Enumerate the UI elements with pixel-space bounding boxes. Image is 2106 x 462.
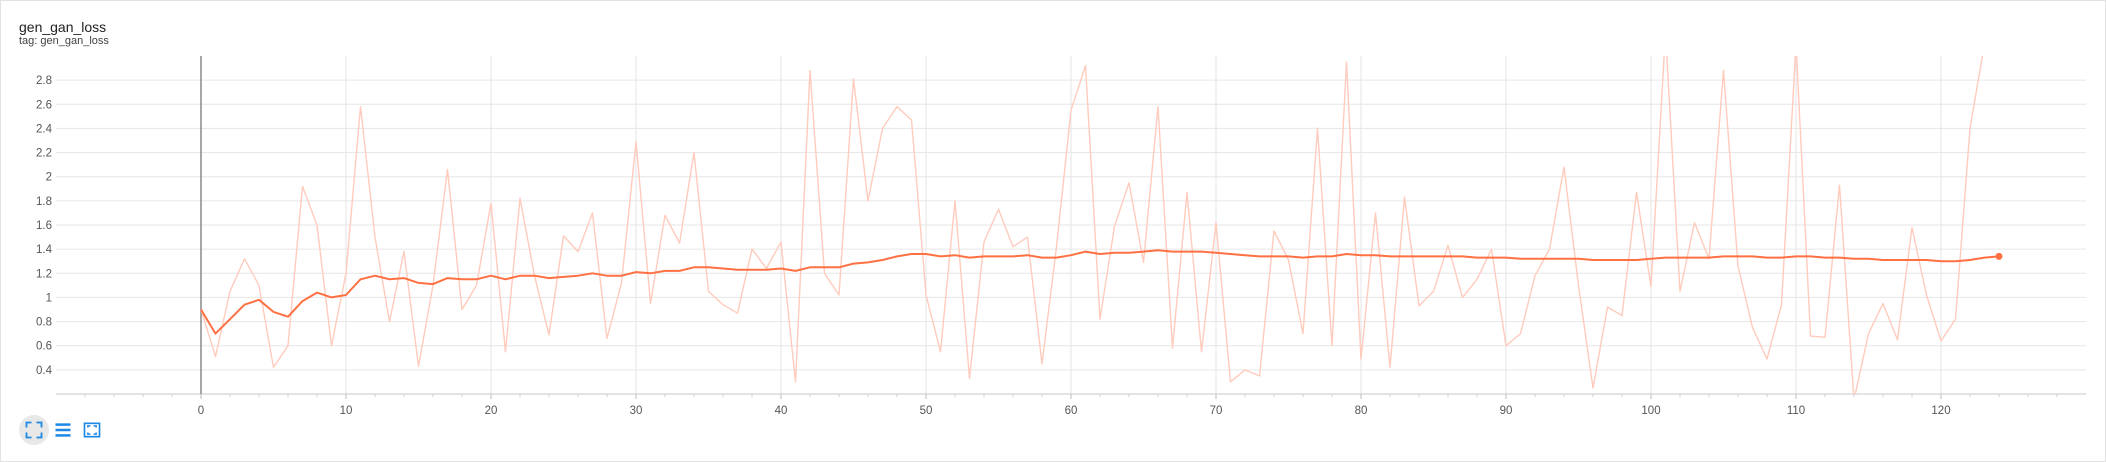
- y-tick-label: 1.2: [36, 268, 52, 280]
- last-point-marker: [1995, 252, 2003, 260]
- fit-domain-button[interactable]: [19, 415, 49, 445]
- toggle-log-scale-button[interactable]: [48, 415, 78, 445]
- y-tick-label: 0.8: [36, 317, 52, 329]
- card-title: gen_gan_loss: [19, 19, 107, 35]
- x-tick-label: 0: [198, 405, 204, 417]
- raw-series-line: [200, 56, 1984, 394]
- y-tick-label: 1.8: [36, 196, 52, 208]
- y-tick-label: 1.6: [36, 220, 52, 232]
- fit-domain-icon: [25, 421, 43, 439]
- x-tick-label: 40: [775, 405, 788, 417]
- toggle-log-scale-icon: [55, 423, 71, 437]
- x-tick-label: 80: [1355, 405, 1368, 417]
- y-tick-label: 2.2: [36, 148, 52, 160]
- x-tick-label: 90: [1500, 405, 1513, 417]
- y-tick-label: 2: [46, 172, 52, 184]
- y-tick-label: 2.6: [36, 99, 52, 111]
- x-tick-label: 60: [1065, 405, 1078, 417]
- y-tick-label: 0.6: [36, 341, 52, 353]
- x-tick-label: 10: [340, 405, 353, 417]
- y-tick-label: 1: [46, 292, 52, 304]
- x-tick-label: 70: [1210, 405, 1223, 417]
- tick-labels: 0.4 0.6 0.8 1 1.2 1.4 1.6 1.8 2 2.2 2.4 2.6 2.8 0 10 20…: [36, 75, 1951, 417]
- x-tick-label: 30: [630, 405, 643, 417]
- x-tick-label: 20: [485, 405, 498, 417]
- y-tick-label: 2.8: [36, 75, 52, 87]
- fit-to-data-button[interactable]: [77, 415, 107, 445]
- series: [200, 56, 2003, 394]
- x-tick-label: 120: [1931, 405, 1950, 417]
- y-tick-label: 1.4: [36, 244, 53, 256]
- smoothed-series-line: [200, 249, 2000, 335]
- card-subtitle: tag: gen_gan_loss: [19, 35, 109, 47]
- grid-lines: [56, 56, 2086, 394]
- fit-to-data-icon: [83, 422, 101, 438]
- y-tick-label: 0.4: [36, 365, 53, 377]
- x-tick-label: 100: [1641, 405, 1660, 417]
- x-tick-label: 110: [1787, 405, 1805, 417]
- axes: [56, 56, 2086, 399]
- y-tick-label: 2.4: [36, 123, 53, 135]
- x-tick-label: 50: [920, 405, 933, 417]
